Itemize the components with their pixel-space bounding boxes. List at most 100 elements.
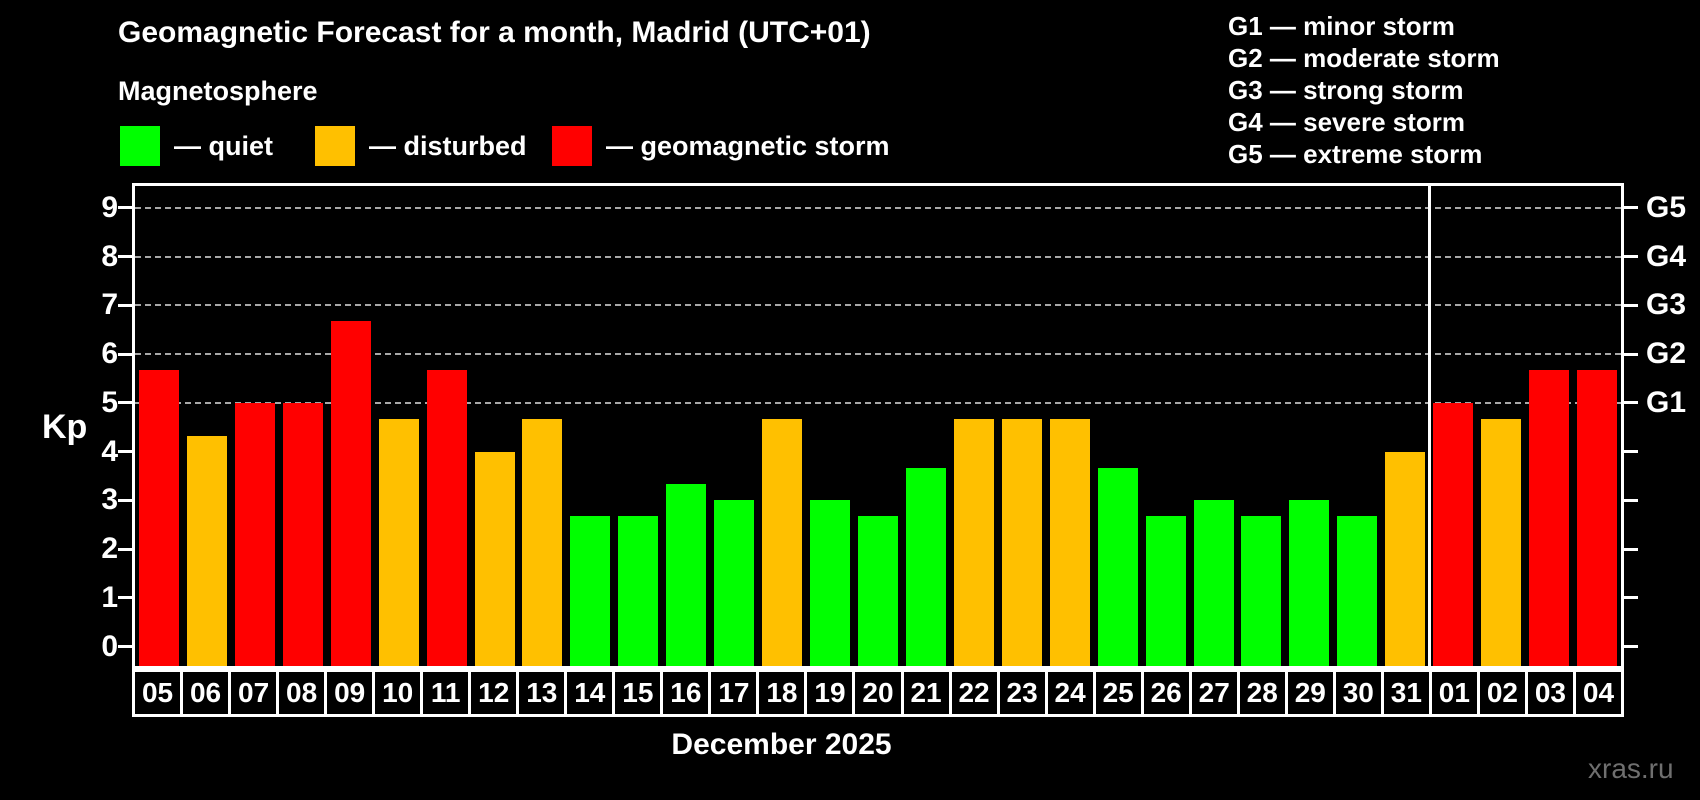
- day-label-cell-16: 16: [660, 669, 712, 717]
- bar-day-04: [1577, 370, 1618, 666]
- y-tick-label-1: 1: [101, 580, 118, 614]
- bar-day-29: [1289, 500, 1330, 666]
- g-legend-line-2: G2 — moderate storm: [1228, 43, 1500, 73]
- g-legend-line-4: G4 — severe storm: [1228, 107, 1466, 137]
- right-tick-6: [1624, 352, 1638, 356]
- bar-day-26: [1145, 516, 1186, 666]
- gridline-kp-7: [135, 304, 1621, 307]
- day-label-cell-01: 01: [1428, 669, 1480, 717]
- y-tick-4: [118, 450, 132, 454]
- day-label-cell-20: 20: [852, 669, 904, 717]
- y-tick-1: [118, 596, 132, 600]
- g-legend-line-1: G1 — minor storm: [1228, 11, 1455, 41]
- y-tick-label-7: 7: [101, 288, 118, 322]
- legend-item-storm: — geomagnetic storm: [552, 124, 890, 168]
- day-label-cell-17: 17: [708, 669, 760, 717]
- right-tick-9: [1624, 206, 1638, 210]
- day-label-cell-29: 29: [1284, 669, 1336, 717]
- bar-day-23: [1001, 418, 1042, 666]
- y-tick-label-3: 3: [101, 483, 118, 517]
- y-tick-8: [118, 255, 132, 259]
- bar-day-01: [1433, 402, 1474, 666]
- g-axis-label-G5: G5: [1646, 190, 1687, 224]
- magnetosphere-label: Magnetosphere: [118, 76, 318, 106]
- bar-day-03: [1529, 370, 1570, 666]
- bar-day-07: [234, 402, 275, 666]
- bar-day-28: [1241, 516, 1282, 666]
- g-axis-label-G3: G3: [1646, 288, 1687, 322]
- y-tick-label-4: 4: [101, 434, 118, 468]
- day-label-cell-11: 11: [420, 669, 472, 717]
- bar-day-18: [762, 418, 803, 666]
- day-label-cell-25: 25: [1092, 669, 1144, 717]
- day-label-cell-07: 07: [228, 669, 280, 717]
- legend-label-storm: — geomagnetic storm: [606, 130, 890, 161]
- bar-day-20: [858, 516, 898, 666]
- day-label-cell-02: 02: [1476, 669, 1528, 717]
- g-axis-label-G4: G4: [1646, 239, 1687, 273]
- y-axis-title: Kp: [42, 408, 88, 446]
- bar-day-25: [1097, 467, 1138, 666]
- y-tick-3: [118, 498, 132, 502]
- right-tick-1: [1624, 596, 1638, 600]
- bar-day-10: [378, 418, 419, 666]
- day-label-cell-13: 13: [516, 669, 568, 717]
- g-legend-line-3: G3 — strong storm: [1228, 75, 1464, 105]
- day-label-cell-30: 30: [1332, 669, 1384, 717]
- y-tick-5: [118, 401, 132, 405]
- bar-day-16: [666, 484, 707, 666]
- watermark: xras.ru: [1588, 753, 1674, 784]
- day-label-cell-27: 27: [1188, 669, 1240, 717]
- gridline-kp-5: [135, 401, 1621, 404]
- legend-item-quiet: — quiet: [120, 124, 273, 168]
- y-tick-label-8: 8: [101, 239, 118, 273]
- day-label-cell-15: 15: [612, 669, 664, 717]
- bar-day-14: [570, 516, 611, 666]
- y-tick-9: [118, 206, 132, 210]
- day-label-cell-08: 08: [276, 669, 328, 717]
- y-tick-label-0: 0: [101, 629, 118, 663]
- y-tick-0: [118, 645, 132, 648]
- y-tick-2: [118, 547, 132, 551]
- gridline-kp-6: [135, 353, 1621, 356]
- bar-day-12: [474, 451, 515, 666]
- day-label-cell-22: 22: [948, 669, 1000, 717]
- day-label-cell-23: 23: [996, 669, 1048, 717]
- bar-day-11: [426, 370, 467, 666]
- legend-label-quiet: — quiet: [174, 130, 273, 161]
- right-tick-8: [1624, 255, 1638, 259]
- bar-day-17: [714, 500, 755, 666]
- right-tick-5: [1624, 401, 1638, 405]
- day-label-cell-12: 12: [468, 669, 520, 717]
- y-tick-label-5: 5: [101, 385, 118, 419]
- day-label-cell-19: 19: [804, 669, 856, 717]
- g-axis-label-G1: G1: [1646, 385, 1687, 419]
- month-boundary-line: [1427, 186, 1431, 666]
- g-axis-label-G2: G2: [1646, 337, 1687, 371]
- x-axis-title: December 2025: [671, 728, 892, 761]
- right-tick-2: [1624, 547, 1638, 551]
- bar-day-30: [1337, 516, 1378, 666]
- bar-day-08: [282, 402, 323, 666]
- right-tick-0: [1624, 645, 1638, 648]
- day-label-cell-09: 09: [324, 669, 376, 717]
- day-label-cell-24: 24: [1044, 669, 1096, 717]
- y-tick-6: [118, 352, 132, 356]
- y-tick-label-9: 9: [101, 190, 118, 224]
- y-tick-label-2: 2: [101, 532, 118, 566]
- right-tick-3: [1624, 498, 1638, 502]
- bar-day-09: [330, 321, 371, 666]
- y-tick-7: [118, 303, 132, 307]
- legend-swatch-storm-icon: [552, 126, 592, 166]
- right-tick-7: [1624, 303, 1638, 307]
- right-tick-4: [1624, 450, 1638, 454]
- day-label-cell-14: 14: [564, 669, 616, 717]
- legend-swatch-disturbed-icon: [315, 126, 355, 166]
- chart-title: Geomagnetic Forecast for a month, Madrid…: [118, 16, 871, 49]
- day-label-cell-06: 06: [180, 669, 232, 717]
- day-label-cell-04: 04: [1572, 669, 1624, 717]
- bar-day-15: [618, 516, 659, 666]
- bar-day-19: [810, 500, 851, 666]
- bar-day-05: [138, 370, 179, 666]
